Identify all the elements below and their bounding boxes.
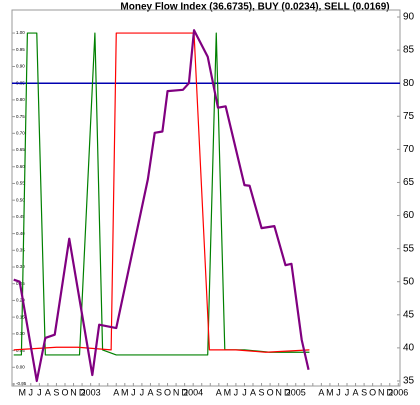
y-tick-label: 0.70 (16, 131, 25, 136)
x-tick-label: A (318, 387, 324, 397)
x-tick-label: J (37, 387, 42, 397)
y-tick-label: 0.40 (16, 231, 25, 236)
y2-tick-label: 55 (403, 243, 415, 254)
x-tick-label: J (242, 387, 247, 397)
y-tick-label: 0.90 (16, 64, 25, 69)
y2-tick-label: 50 (403, 276, 415, 287)
x-tick-label: 2003 (81, 387, 101, 397)
y2-tick-label: 40 (403, 343, 415, 354)
x-tick-label: A (353, 387, 359, 397)
y2-tick-label: 85 (403, 45, 415, 56)
chart-title: Money Flow Index (36.6735), BUY (0.0234)… (120, 2, 389, 13)
y-tick-label: 0.30 (16, 264, 25, 269)
x-tick-label: O (267, 387, 274, 397)
x-tick-label: D (79, 387, 86, 397)
x-tick-label: A (147, 387, 153, 397)
y2-tick-label: 90 (403, 12, 415, 23)
y2-tick-label: 35 (403, 376, 415, 387)
x-tick-label: A (45, 387, 51, 397)
x-tick-label: S (156, 387, 162, 397)
x-tick-label: A (250, 387, 256, 397)
x-tick-label: O (369, 387, 376, 397)
x-tick-label: A (113, 387, 119, 397)
y-tick-label: 0.95 (16, 47, 25, 52)
y-tick-label: 0.60 (16, 164, 25, 169)
x-tick-label: 2005 (286, 387, 306, 397)
y-tick-label: 0.00 (16, 364, 25, 369)
y2-tick-label: 60 (403, 210, 415, 221)
x-tick-label: O (61, 387, 68, 397)
x-tick-label: J (140, 387, 145, 397)
y-tick-label: 0.20 (16, 298, 25, 303)
x-tick-label: S (361, 387, 367, 397)
y2-tick-label: 70 (403, 144, 415, 155)
x-tick-label: S (259, 387, 265, 397)
y-tick-label: 0.45 (16, 214, 25, 219)
x-tick-label: A (216, 387, 222, 397)
x-tick-label: O (164, 387, 171, 397)
x-tick-label: J (234, 387, 239, 397)
y-tick-label: 1.00 (16, 30, 25, 35)
y-tick-label: 0.35 (16, 247, 25, 252)
y-tick-label: 0.15 (16, 314, 25, 319)
x-tick-label: 2006 (388, 387, 408, 397)
y2-tick-label: 65 (403, 177, 415, 188)
y-tick-label: 0.65 (16, 147, 25, 152)
x-tick-label: N (275, 387, 282, 397)
y-tick-label: 0.10 (16, 331, 25, 336)
x-tick-label: 2004 (183, 387, 203, 397)
y-tick-label: 0.80 (16, 97, 25, 102)
x-tick-label: M (19, 387, 27, 397)
x-tick-label: J (131, 387, 136, 397)
x-tick-label: J (345, 387, 350, 397)
series-line (13, 32, 310, 353)
x-tick-label: N (378, 387, 385, 397)
y-tick-label: 0.05 (16, 348, 25, 353)
y2-tick-label: 80 (403, 78, 415, 89)
x-tick-label: J (29, 387, 34, 397)
x-tick-label: M (224, 387, 232, 397)
x-tick-label: D (181, 387, 188, 397)
y-tick-label: -0.05 (16, 381, 27, 386)
x-tick-label: S (53, 387, 59, 397)
x-tick-label: N (173, 387, 180, 397)
x-tick-label: M (326, 387, 334, 397)
y2-tick-label: 75 (403, 111, 415, 122)
x-tick-label: M (121, 387, 129, 397)
x-tick-label: N (70, 387, 77, 397)
y2-tick-label: 45 (403, 309, 415, 320)
y-tick-label: 0.50 (16, 197, 25, 202)
y-tick-label: 0.55 (16, 181, 25, 186)
plot-frame (11, 9, 401, 387)
y-tick-label: 0.75 (16, 114, 25, 119)
series-line (13, 29, 310, 383)
x-tick-label: D (386, 387, 393, 397)
x-tick-label: J (336, 387, 341, 397)
x-tick-label: D (284, 387, 291, 397)
